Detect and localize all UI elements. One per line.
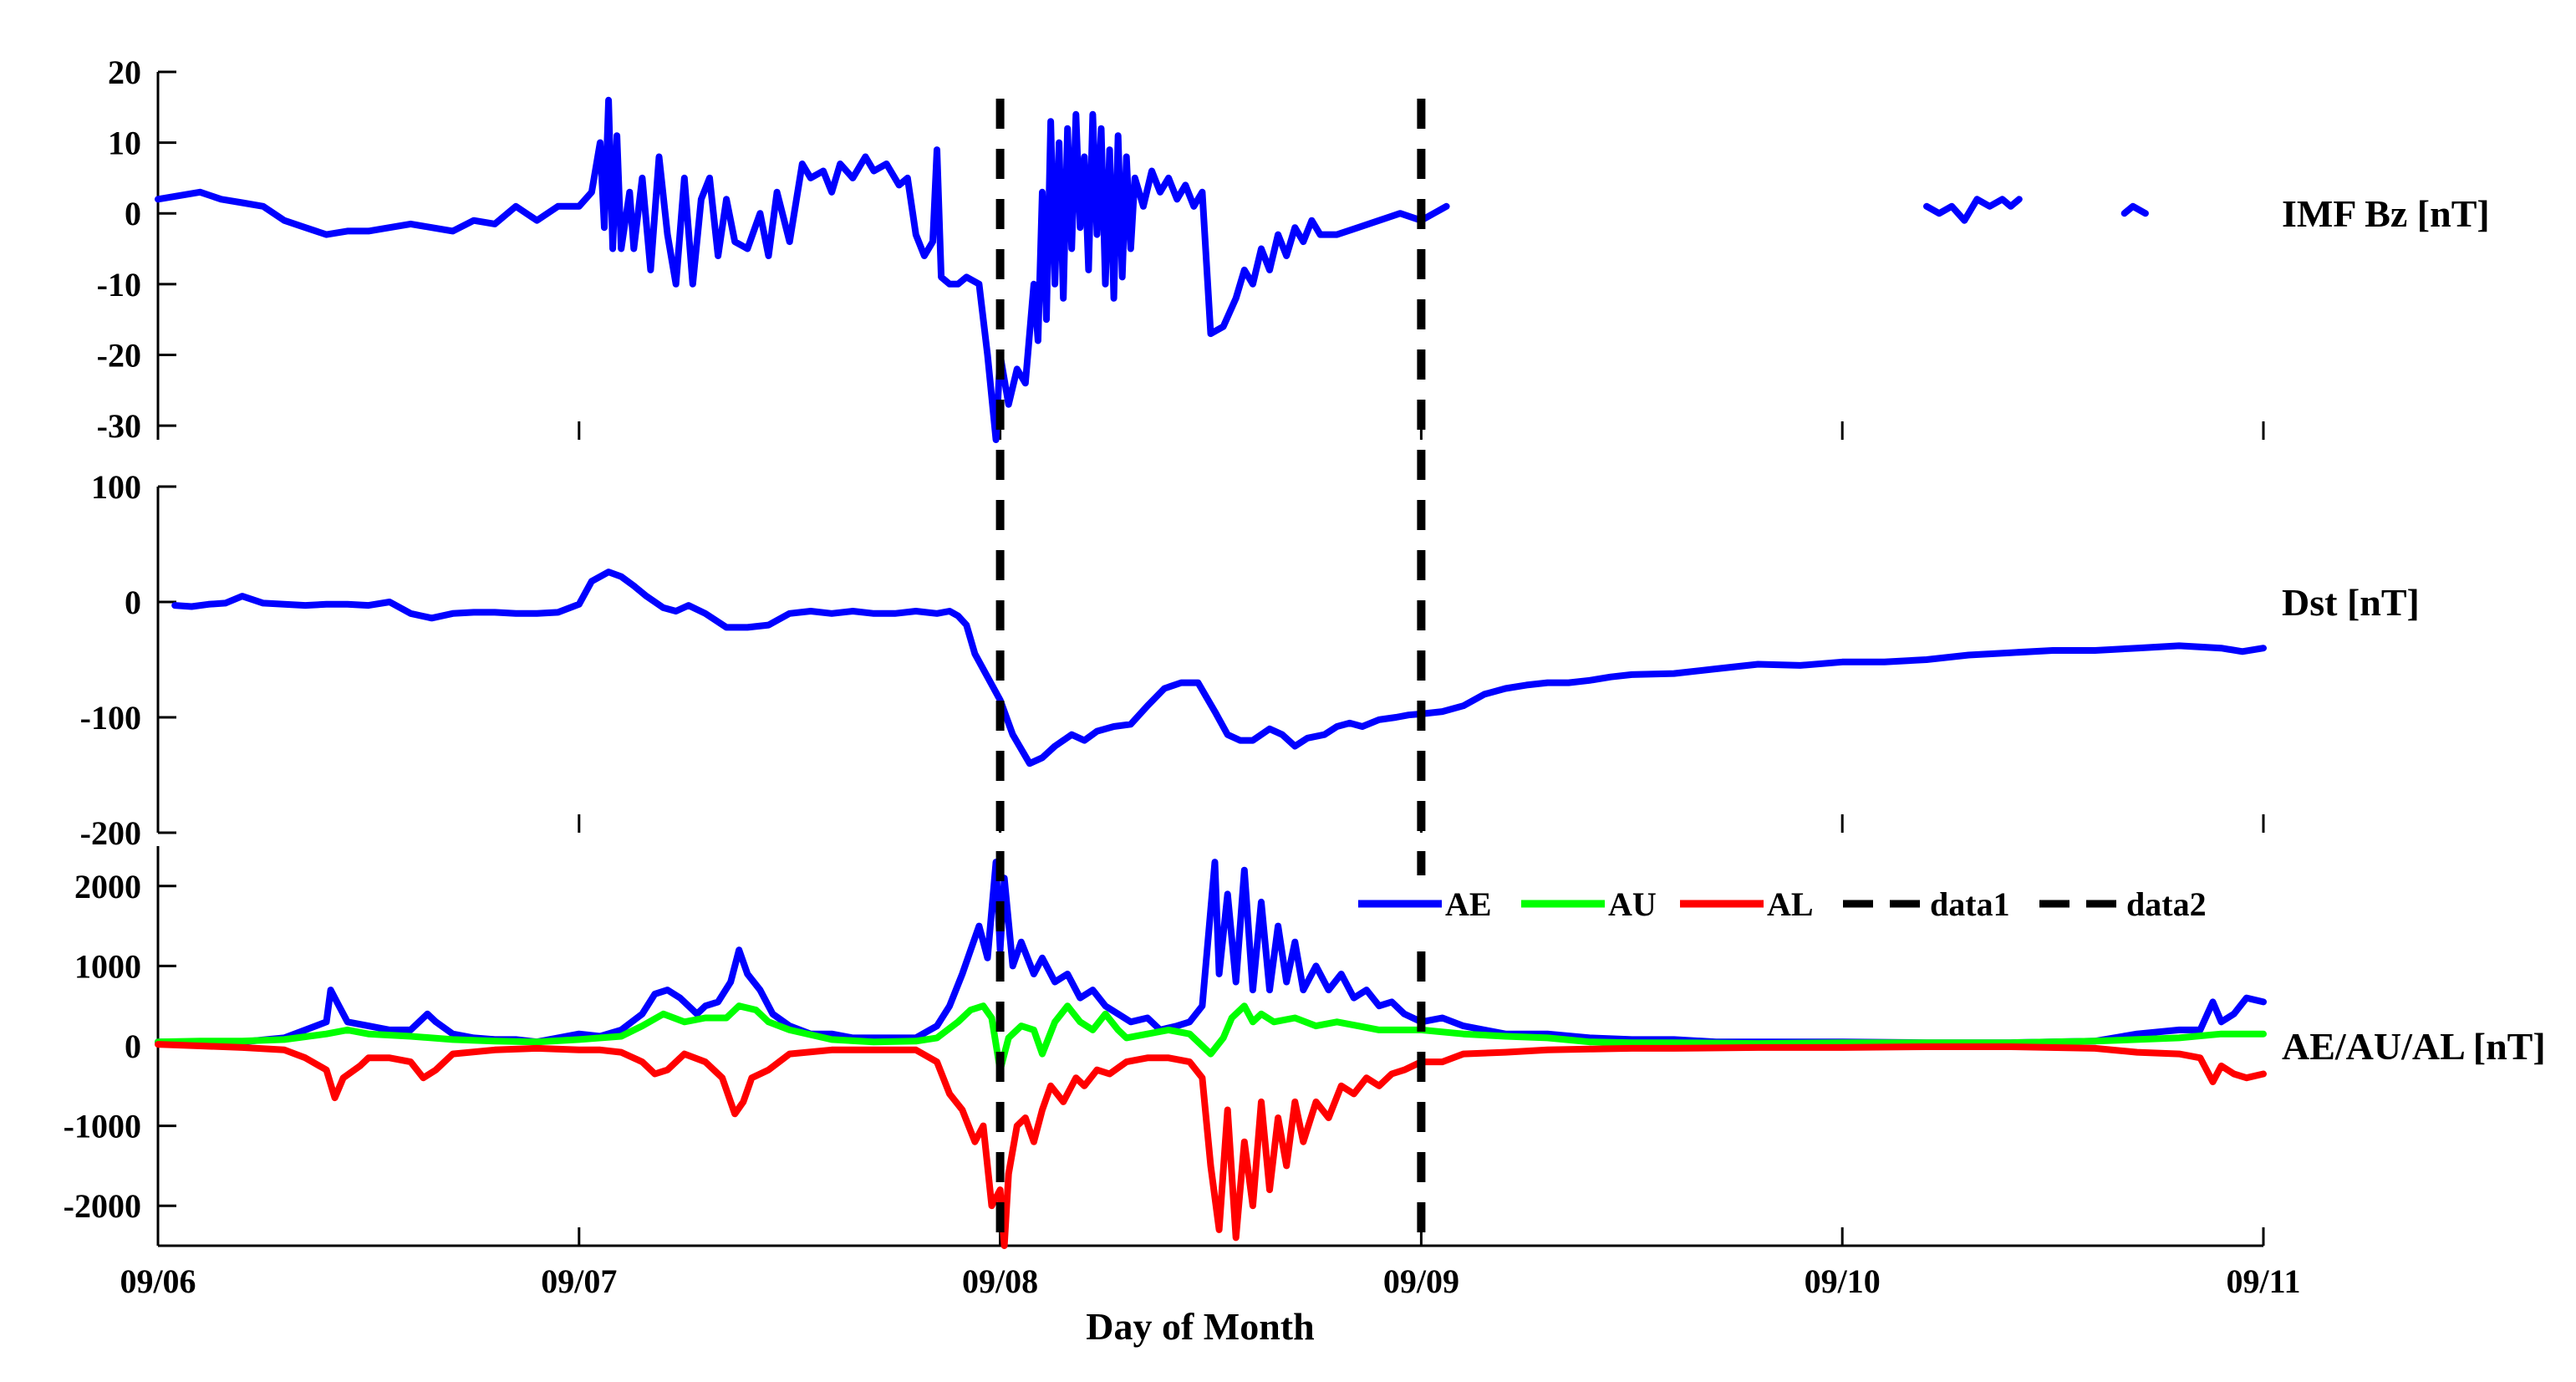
y-tick-label-imf: 10 — [108, 125, 141, 162]
x-tick-label: 09/11 — [2227, 1262, 2301, 1300]
x-axis-title: Day of Month — [1086, 1305, 1314, 1348]
y-tick-label-imf: 20 — [108, 54, 141, 91]
x-tick-label: 09/06 — [120, 1262, 196, 1300]
series-line-au-0 — [155, 1002, 2267, 1073]
y-tick-label-dst: 0 — [125, 584, 141, 621]
y-tick-label-dst: -200 — [80, 814, 141, 852]
y-tick-label-ae: -1000 — [64, 1108, 141, 1145]
legend-label-AE: AE — [1445, 885, 1492, 923]
panel-label-dst: Dst [nT] — [2282, 581, 2420, 624]
y-tick-label-imf: -10 — [97, 266, 141, 303]
legend-layer: AE AU AL data1 data2 — [1346, 875, 2232, 932]
panel-imf — [156, 70, 2265, 440]
y-tick-label-imf: 0 — [125, 195, 141, 232]
legend-label-data2: data2 — [2126, 885, 2207, 923]
y-tick-label-imf: -30 — [97, 407, 141, 445]
markers-layer — [995, 99, 1426, 1246]
panel-label-imf: IMF Bz [nT] — [2282, 192, 2490, 235]
series-line-imf-bz-0 — [155, 96, 1450, 443]
x-tick-label: 09/08 — [962, 1262, 1038, 1300]
series-line-imf-bz-1 — [1923, 196, 2023, 224]
panel-label-ae: AE/AU/AL [nT] — [2282, 1025, 2546, 1068]
y-tick-label-ae: 1000 — [74, 947, 141, 985]
legend-label-AL: AL — [1767, 885, 1814, 923]
x-tick-label: 09/10 — [1805, 1262, 1881, 1300]
legend-label-AU: AU — [1608, 885, 1657, 923]
series-line-dst-0 — [171, 569, 2267, 767]
series-line-al-0 — [155, 1041, 2267, 1249]
y-tick-label-ae: -2000 — [64, 1187, 141, 1225]
series-line-imf-bz-2 — [2120, 202, 2149, 217]
legend-label-data1: data1 — [1930, 885, 2010, 923]
x-tick-label: 09/09 — [1383, 1262, 1459, 1300]
y-tick-label-ae: 2000 — [74, 868, 141, 905]
legend-box — [1346, 875, 2232, 932]
x-tick-label: 09/07 — [541, 1262, 617, 1300]
y-tick-label-ae: 0 — [125, 1028, 141, 1065]
y-tick-label-imf: -20 — [97, 336, 141, 374]
y-tick-label-dst: -100 — [80, 699, 141, 737]
series-layer — [155, 96, 2267, 1249]
y-tick-label-dst: 100 — [91, 468, 141, 506]
